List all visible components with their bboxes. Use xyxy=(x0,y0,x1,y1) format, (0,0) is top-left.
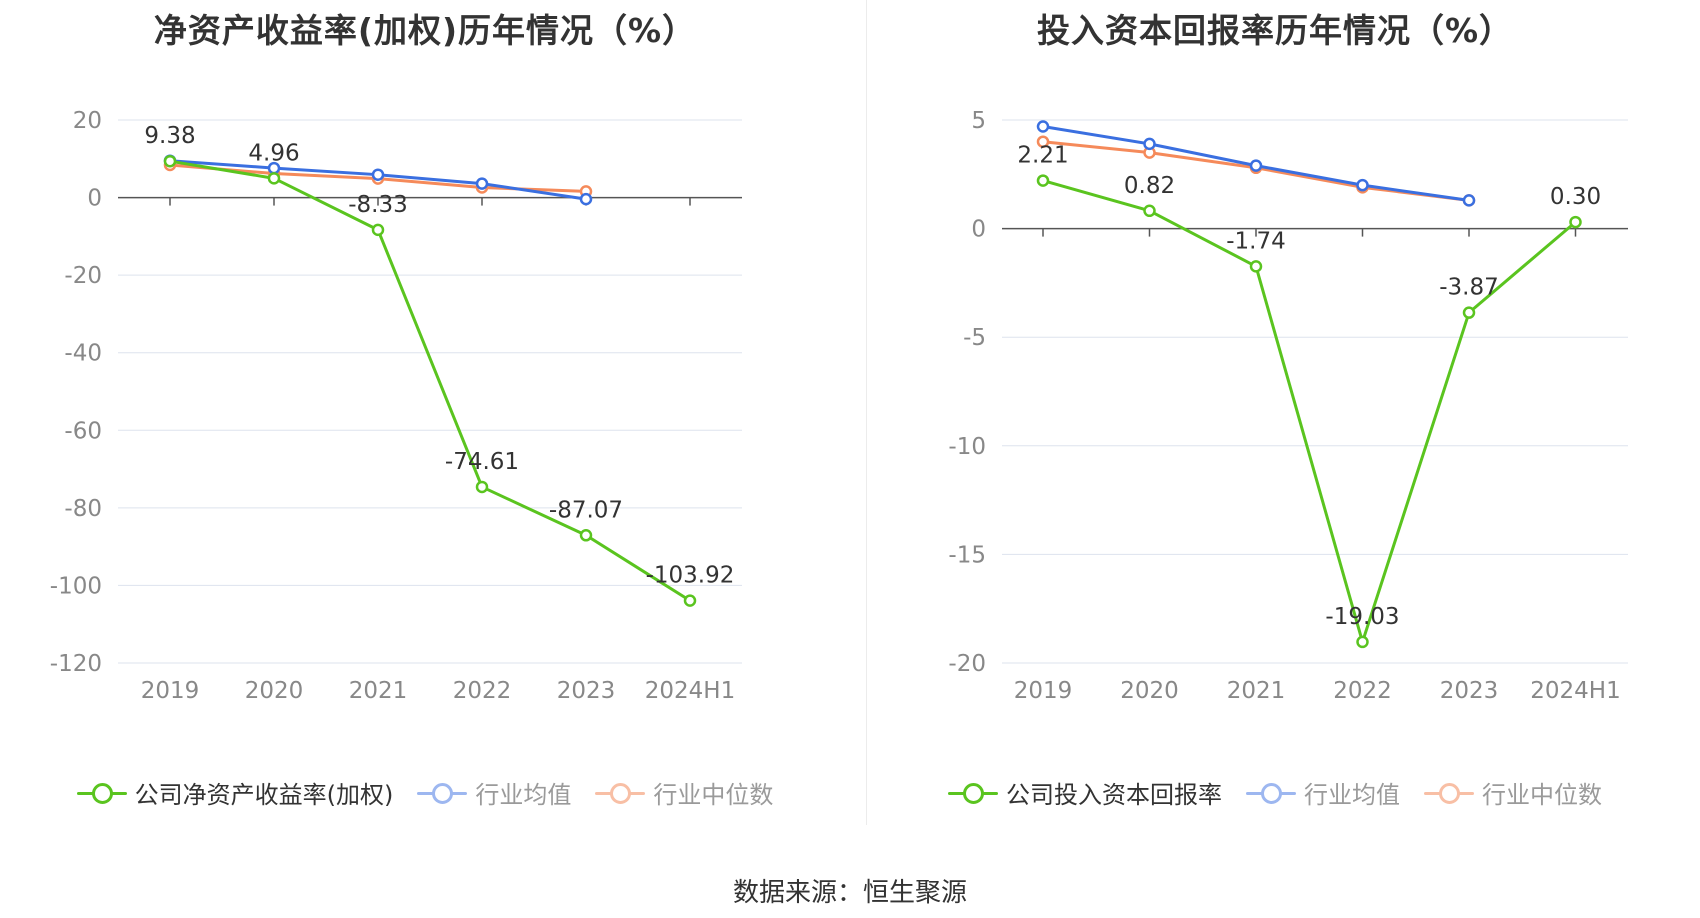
series-line-company xyxy=(1042,179,1577,644)
roic-chart-panel: 投入资本回报率历年情况（%） 5 0 -5 -10 -15 -20 2019 2020 2021… xyxy=(850,0,1700,830)
data-label: 2.21 xyxy=(1017,143,1068,169)
y-tick-label: 0 xyxy=(971,217,986,243)
y-tick-label: -60 xyxy=(64,418,102,444)
series-point-industry_avg xyxy=(1462,194,1476,207)
series-point-industry_avg xyxy=(1249,159,1263,172)
legend-label-industry-avg: 行业均值 xyxy=(475,781,572,809)
legend-item-industry-median[interactable]: 行业中位数 xyxy=(1424,775,1602,810)
legend-item-industry-avg[interactable]: 行业均值 xyxy=(1246,775,1400,810)
x-tick-label: 2022 xyxy=(1333,678,1392,704)
series-point-industry_median xyxy=(1036,135,1050,148)
data-source-note: 数据来源：恒生聚源 xyxy=(732,878,967,908)
data-label: -87.07 xyxy=(549,497,623,523)
data-label: 4.96 xyxy=(248,140,299,166)
legend-marker-industry-avg-icon xyxy=(417,780,468,806)
roic-chart-legend: 公司投入资本回报率 行业均值 行业中位数 xyxy=(850,775,1700,810)
y-tick-label: 20 xyxy=(73,108,102,134)
y-tick-label: -120 xyxy=(50,651,102,677)
y-tick-label: -80 xyxy=(64,496,102,522)
series-point-industry_avg xyxy=(579,192,593,206)
series-point-company xyxy=(1462,306,1476,319)
x-tick-label: 2022 xyxy=(453,678,512,704)
series-point-industry_avg xyxy=(475,177,489,190)
series-point-company xyxy=(163,154,177,168)
legend-label-industry-median: 行业中位数 xyxy=(653,781,774,809)
legend-marker-industry-median-icon xyxy=(1424,780,1474,806)
legend-marker-industry-median-icon xyxy=(595,780,646,806)
roe-chart-legend: 公司净资产收益率(加权) 行业均值 行业中位数 xyxy=(0,775,850,810)
y-tick-label: -10 xyxy=(948,434,986,460)
legend-marker-company-icon xyxy=(76,780,127,806)
data-label: -74.61 xyxy=(445,449,519,475)
series-line-company xyxy=(169,159,691,602)
series-point-industry_avg xyxy=(371,168,385,181)
roic-chart-plot: 5 0 -5 -10 -15 -20 2019 2020 2021 2022 2023 2024H1 2… xyxy=(948,108,1628,704)
legend-marker-company-icon xyxy=(948,780,998,806)
series-point-company xyxy=(267,172,281,185)
legend-label-company-roe: 公司净资产收益率(加权) xyxy=(134,781,394,809)
legend-label-industry-avg: 行业均值 xyxy=(1304,781,1400,809)
y-tick-label: -5 xyxy=(963,325,986,351)
roic-chart-title: 投入资本回报率历年情况（%） xyxy=(1036,11,1514,50)
series-point-company xyxy=(1249,260,1263,273)
data-label: -19.03 xyxy=(1325,604,1399,630)
x-tick-label: 2019 xyxy=(1014,678,1073,704)
legend-label-industry-median: 行业中位数 xyxy=(1482,781,1602,809)
data-label: 9.38 xyxy=(144,123,195,149)
series-point-industry_avg xyxy=(1143,137,1156,151)
x-tick-label: 2023 xyxy=(1440,678,1499,704)
y-tick-label: -100 xyxy=(50,573,102,599)
x-tick-label: 2020 xyxy=(1120,678,1179,704)
roe-chart-plot: 20 0 -20 -40 -60 -80 -100 -120 2019 2020 2021 2022 2… xyxy=(50,108,742,704)
x-tick-label: 2024H1 xyxy=(645,678,735,704)
series-point-company xyxy=(1569,215,1582,229)
legend-item-company-roe[interactable]: 公司净资产收益率(加权) xyxy=(76,775,394,810)
y-tick-label: 5 xyxy=(971,108,986,134)
y-tick-label: 0 xyxy=(87,186,102,212)
legend-item-industry-avg[interactable]: 行业均值 xyxy=(417,775,571,810)
y-tick-label: -40 xyxy=(64,341,102,367)
x-tick-label: 2021 xyxy=(349,678,408,704)
series-point-company xyxy=(1036,174,1050,187)
data-label: -1.74 xyxy=(1226,228,1286,254)
roe-chart-title: 净资产收益率(加权)历年情况（%） xyxy=(153,11,697,50)
roe-chart-panel: 净资产收益率(加权)历年情况（%） 20 0 -20 -40 -60 -80 -100 -12… xyxy=(0,0,850,830)
y-tick-label: -15 xyxy=(948,542,986,568)
legend-label-company-roic: 公司投入资本回报率 xyxy=(1006,781,1222,809)
series-point-industry_avg xyxy=(1356,178,1369,192)
x-tick-label: 2023 xyxy=(557,678,616,704)
series-point-company xyxy=(1356,635,1369,649)
legend-marker-industry-avg-icon xyxy=(1246,780,1296,806)
data-label: 0.30 xyxy=(1550,184,1601,210)
data-label: -3.87 xyxy=(1439,275,1499,301)
series-point-company xyxy=(475,480,489,494)
y-tick-label: -20 xyxy=(948,651,986,677)
series-point-company xyxy=(1143,204,1156,218)
data-label: -8.33 xyxy=(348,192,408,218)
series-point-company xyxy=(683,594,697,607)
series-point-company xyxy=(371,223,385,237)
y-tick-label: -20 xyxy=(64,263,102,289)
x-tick-label: 2020 xyxy=(245,678,304,704)
x-tick-label: 2024H1 xyxy=(1530,678,1620,704)
x-tick-label: 2021 xyxy=(1227,678,1286,704)
series-point-industry_avg xyxy=(1036,120,1050,133)
panel-divider xyxy=(866,0,867,825)
legend-item-industry-median[interactable]: 行业中位数 xyxy=(595,775,773,810)
x-tick-label: 2019 xyxy=(141,678,200,704)
series-point-company xyxy=(579,529,593,542)
data-label: -103.92 xyxy=(646,563,735,589)
data-label: 0.82 xyxy=(1124,173,1175,199)
legend-item-company-roic[interactable]: 公司投入资本回报率 xyxy=(948,775,1222,810)
